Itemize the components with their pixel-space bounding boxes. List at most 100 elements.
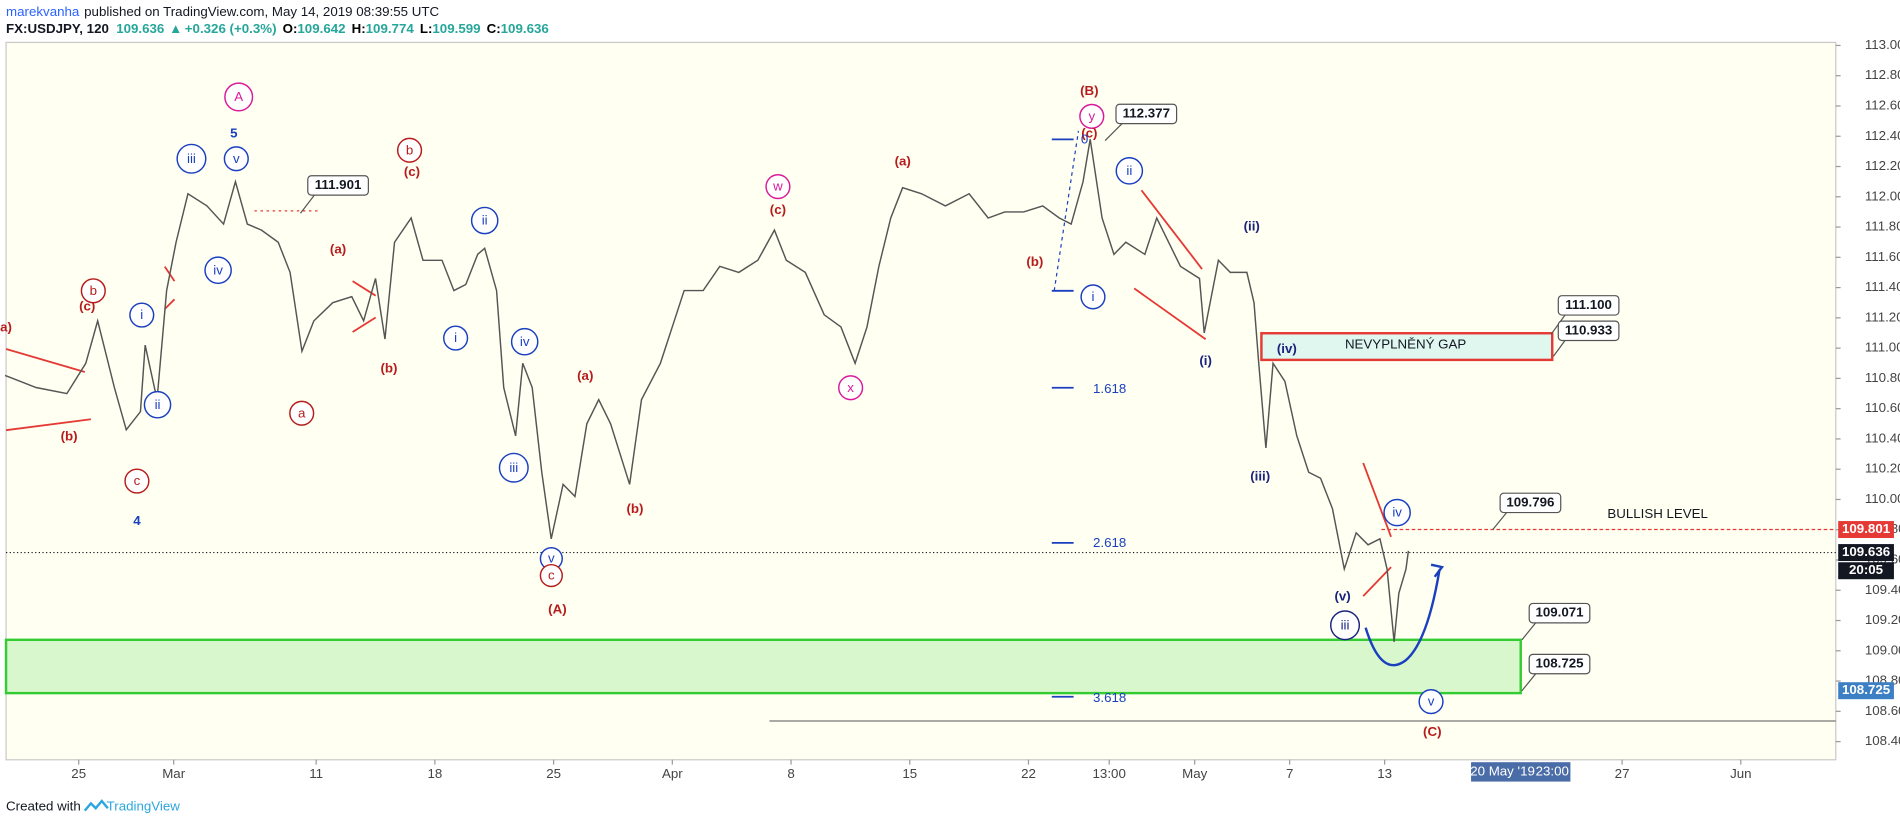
gap-zone	[1260, 332, 1554, 362]
h-key: H:	[352, 21, 366, 36]
wave-label: i	[454, 330, 457, 345]
wave-label: (c)	[770, 202, 786, 217]
wave-circle	[80, 278, 106, 304]
wave-label: iii	[509, 460, 518, 475]
x-tick-label: 25	[71, 766, 86, 781]
wave-circle	[498, 452, 529, 483]
symbol: FX:USDJPY, 120	[6, 21, 109, 36]
l-val: 109.599	[432, 21, 480, 36]
wave-circle	[443, 325, 469, 351]
y-tick-label: 112.400	[1865, 128, 1900, 143]
wave-label: (i)	[1199, 353, 1212, 368]
y-tick-label: 108.400	[1865, 733, 1900, 748]
wave-label: ii	[155, 397, 161, 412]
wave-label: 2.618	[1093, 535, 1126, 550]
axis-badge	[1838, 562, 1894, 580]
callout-box	[1115, 103, 1178, 125]
wave-label: (a)	[895, 153, 911, 168]
y-tick-label: 113.000	[1865, 37, 1900, 52]
wave-label: iii	[187, 151, 196, 166]
wave-label: (A)	[548, 602, 566, 617]
y-tick-label: 110.000	[1865, 491, 1900, 506]
wave-label: (v)	[1334, 588, 1350, 603]
y-tick-label: 112.200	[1865, 158, 1900, 173]
callout-pointer	[1521, 670, 1539, 692]
callout-box	[1528, 653, 1591, 675]
price-line	[4, 139, 1410, 642]
support-zone	[4, 638, 1522, 695]
wave-circle	[176, 143, 207, 174]
y-tick-label: 111.000	[1865, 340, 1900, 355]
wave-label: 4	[133, 513, 141, 528]
y-tick-label: 111.400	[1865, 279, 1900, 294]
wave-label: (b)	[626, 501, 643, 516]
wave-circle	[1080, 284, 1106, 310]
x-tick-label: Apr	[662, 766, 683, 781]
wave-circle	[289, 400, 315, 426]
wave-label: a)	[0, 319, 12, 334]
callout-label: 108.725	[1535, 656, 1584, 671]
wave-label: b	[406, 142, 413, 157]
wave-label: (b)	[380, 360, 397, 375]
y-tick-label: 110.800	[1865, 370, 1900, 385]
published: published on TradingView.com, May 14, 20…	[84, 4, 439, 19]
x-tick-label: 27	[1615, 766, 1630, 781]
wave-circle	[510, 327, 539, 356]
h-val: 109.774	[366, 21, 415, 36]
x-tick-label: 22	[1021, 766, 1036, 781]
axis-badge-label: 20:05	[1849, 562, 1884, 577]
wave-label: iv	[1392, 505, 1402, 520]
symbol-line: FX:USDJPY, 120 109.636 ▲ +0.326 (+0.3%) O:10…	[6, 21, 549, 36]
x-tick-label: 13:00	[1093, 766, 1126, 781]
wave-label: (c)	[1081, 125, 1097, 140]
callout-label: 109.071	[1535, 605, 1584, 620]
wave-label: v	[233, 151, 240, 166]
x-tick-label: 7	[1286, 766, 1293, 781]
wave-label: (iii)	[1250, 468, 1270, 483]
cursor-label: 23:00	[1536, 763, 1569, 778]
callout-label: 110.933	[1565, 322, 1612, 337]
callout-box	[1499, 492, 1562, 514]
y-tick-label: 111.600	[1865, 249, 1900, 264]
wave-label: w	[772, 179, 783, 194]
y-tick-label: 111.800	[1865, 219, 1900, 234]
y-tick-label: 110.600	[1865, 400, 1900, 415]
wave-circle	[396, 137, 423, 163]
x-tick-label: May	[1182, 766, 1207, 781]
wave-label: iv	[520, 334, 530, 349]
axis-badge	[1838, 521, 1894, 539]
fib-lines	[1051, 130, 1080, 698]
cursor-label: 20 May '19	[1470, 763, 1535, 778]
wave-label: v	[548, 551, 555, 566]
wave-circle	[1418, 689, 1444, 715]
wave-circle	[838, 375, 864, 401]
wave-label: (C)	[1423, 724, 1441, 739]
y-tick-label: 111.200	[1865, 309, 1900, 324]
callout-pointer	[300, 192, 317, 214]
l-key: L:	[420, 21, 433, 36]
wave-circle	[1115, 157, 1144, 185]
c-key: C:	[487, 21, 501, 36]
axis-badge	[1838, 682, 1894, 700]
wave-circle	[1383, 498, 1411, 527]
cursor-badge	[1471, 762, 1571, 782]
wave-circle	[129, 302, 155, 328]
callout-pointer	[1104, 120, 1125, 141]
x-tick-label: 18	[427, 766, 442, 781]
wave-circle	[204, 256, 232, 285]
wave-label: c	[134, 473, 141, 488]
author: marekvanha	[6, 4, 80, 19]
change: +0.326 (+0.3%)	[185, 21, 277, 36]
projection-arrow	[1364, 569, 1441, 667]
arrow: ▲	[169, 21, 182, 36]
x-tick-label: 13	[1377, 766, 1392, 781]
axis-badge-label: 109.801	[1842, 521, 1891, 536]
footer-text: Created with	[6, 799, 81, 814]
wave-circle	[765, 174, 791, 200]
wave-label: y	[1088, 108, 1095, 123]
y-tick-label: 108.600	[1865, 703, 1900, 718]
wave-label: (B)	[1080, 83, 1098, 98]
wave-label: 3.618	[1093, 690, 1126, 705]
